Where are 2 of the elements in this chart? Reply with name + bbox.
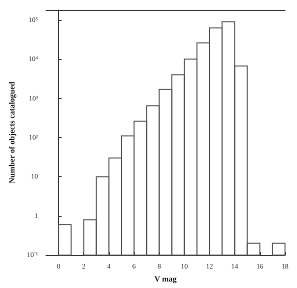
- y-axis-title: Number of objects catalogued: [8, 81, 16, 184]
- x-axis-title: V mag: [154, 274, 177, 284]
